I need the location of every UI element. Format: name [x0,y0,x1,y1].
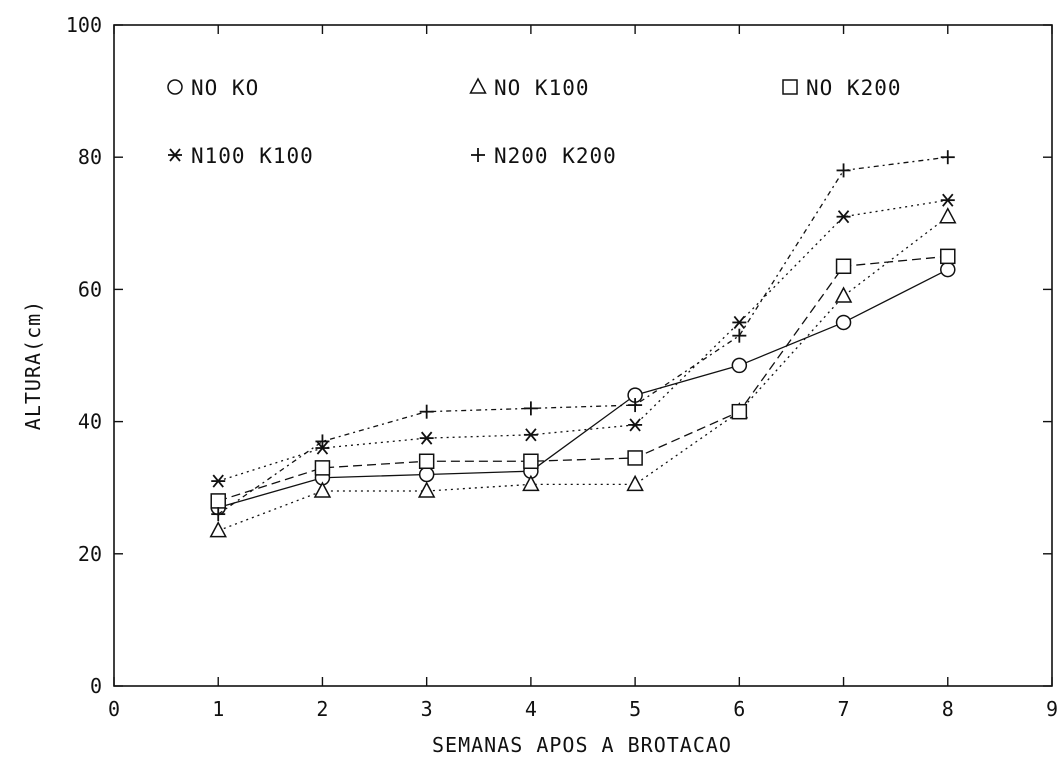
legend: NO KO NO K100 NO K200 N100 K100 N200 K200 [167,76,902,168]
legend-marker [469,77,487,94]
y-axis-label: ALTURA(cm) [21,300,45,430]
data-point [419,431,434,445]
data-point [523,428,538,442]
legend-marker [167,79,183,95]
data-point [209,521,227,538]
series-line [217,156,948,515]
data-point [835,314,852,331]
series-line [218,268,949,509]
data-point [626,474,644,492]
y-tick-label: 0 [90,674,102,698]
data-point [314,460,331,476]
data-point [940,150,955,165]
x-tick-label: 3 [421,697,433,721]
x-tick-label: 8 [942,697,954,721]
data-point [522,474,540,492]
x-tick-label: 7 [838,697,850,721]
y-tick-label: 20 [78,542,102,566]
y-tick-label: 60 [78,277,102,301]
legend-item: NO K200 [782,76,902,100]
data-point [732,315,747,330]
series-line [218,199,948,482]
data-point [940,248,956,265]
series-5 [211,150,955,522]
legend-item: NO KO [167,76,259,100]
legend-marker [168,148,182,162]
data-point [418,453,435,470]
series-layer [209,150,957,538]
data-point [940,261,956,278]
series-line [217,216,949,532]
data-point [419,404,434,419]
legend-marker [782,79,798,95]
data-point [732,328,747,343]
x-tick-label: 2 [316,697,328,721]
legend-label: NO KO [191,76,259,100]
data-point [836,163,851,178]
data-point [731,357,748,374]
x-tick-label: 6 [733,697,745,721]
data-point [627,450,643,466]
legend-label: NO K200 [806,76,902,100]
x-tick-label: 4 [525,697,537,721]
data-point [313,481,332,498]
data-point [417,481,436,498]
legend-label: N200 K200 [494,144,617,168]
series-2 [209,207,957,538]
legend-marker [471,148,485,162]
series-3 [210,248,956,509]
x-tick-label: 5 [629,697,641,721]
y-tick-label: 80 [78,145,102,169]
legend-item: N200 K200 [471,144,617,168]
x-tick-label: 9 [1046,697,1058,721]
legend-item: NO K100 [469,76,590,100]
data-point [628,398,643,413]
data-point [836,210,851,224]
data-point [211,507,226,522]
data-point [835,258,852,275]
data-point [939,207,957,224]
y-tick-label: 40 [78,410,102,434]
data-point [211,474,226,488]
x-tick-label: 1 [212,697,224,721]
data-point [418,466,435,483]
series-line [218,255,948,502]
data-point [315,434,330,449]
legend-label: NO K100 [494,76,590,100]
data-point [834,286,853,303]
y-tick-label: 100 [66,13,102,37]
axes: 0 1 2 3 4 5 6 7 8 9 0 20 40 60 80 100 [66,13,1058,721]
data-point [523,401,538,416]
data-point [210,493,226,509]
legend-item: N100 K100 [168,144,314,168]
x-tick-label: 0 [108,697,120,721]
x-axis-label: SEMANAS APOS A BROTACAO [432,733,732,757]
data-point [940,193,955,207]
data-point [628,418,643,432]
plot-frame [113,24,1053,687]
data-point [523,453,539,470]
legend-label: N100 K100 [191,144,314,168]
data-point [731,403,748,420]
